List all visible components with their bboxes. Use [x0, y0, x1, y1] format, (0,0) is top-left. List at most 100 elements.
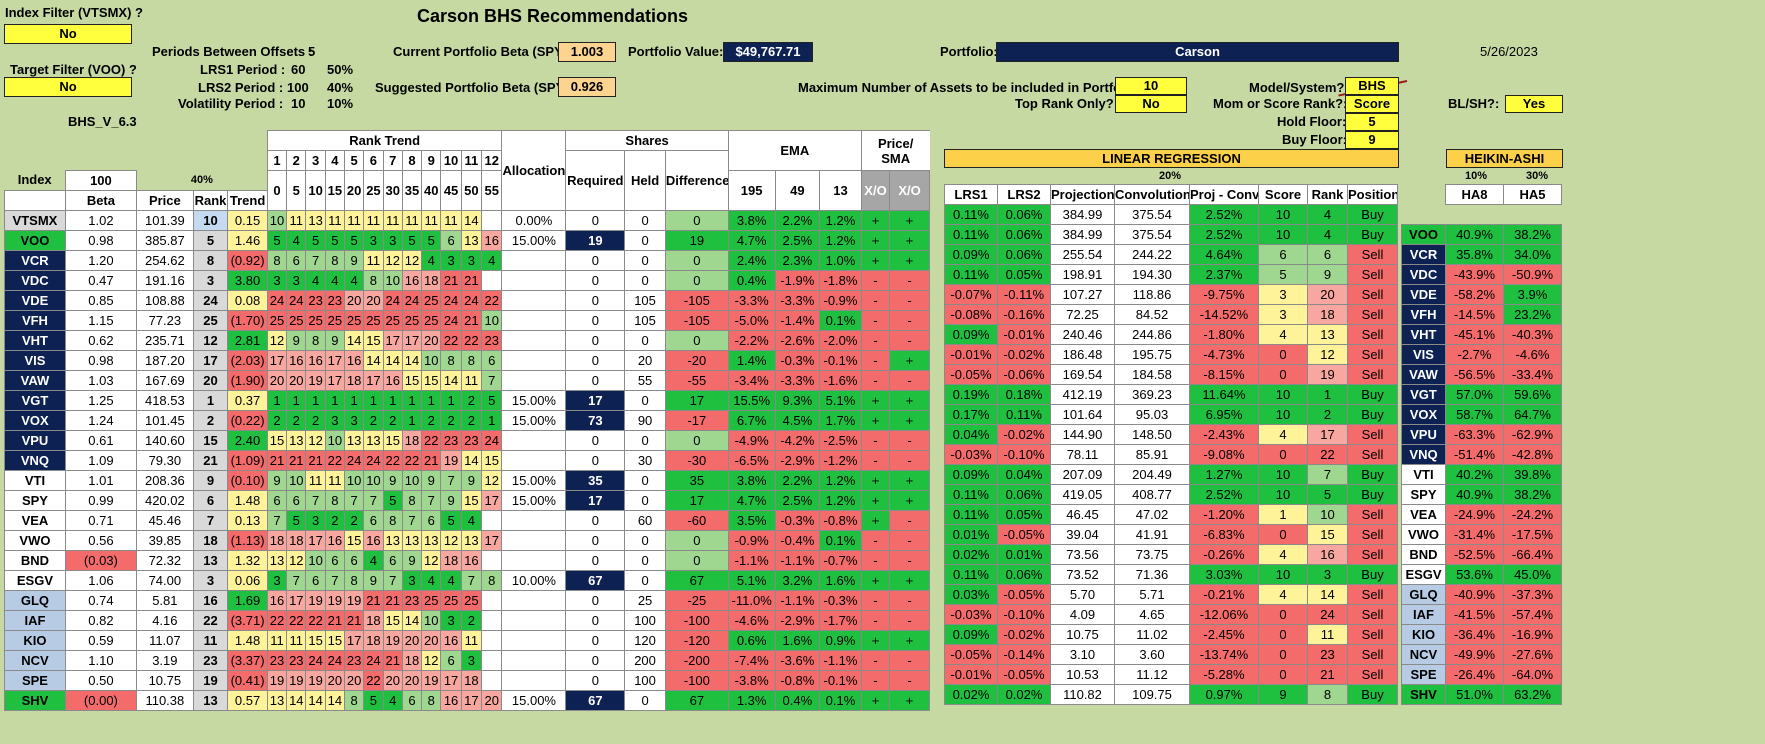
- ha-row[interactable]: VNQ -51.4% -42.8%: [1401, 444, 1562, 465]
- ha-row[interactable]: VHT -45.1% -40.3%: [1401, 324, 1562, 345]
- ha-row[interactable]: IAF -41.5% -57.4%: [1401, 604, 1562, 625]
- lr-row[interactable]: 0.09% -0.02% 10.75 11.02 -2.45% 0 11 Sell: [944, 624, 1398, 645]
- ha-ticker-cell[interactable]: NCV: [1401, 644, 1446, 665]
- lr-row[interactable]: -0.07% -0.11% 107.27 118.86 -9.75% 3 20 Sell: [944, 284, 1398, 305]
- ha-ticker-cell[interactable]: VDE: [1401, 284, 1446, 305]
- ticker-cell[interactable]: VGT: [4, 390, 66, 411]
- table-row[interactable]: NCV 1.10 3.19 23 (3.37) 23 23 24 24 23 24 21 18 12 6 3 0…: [4, 650, 930, 671]
- ticker-cell[interactable]: VIS: [4, 350, 66, 371]
- ha-row[interactable]: SHV 51.0% 63.2%: [1401, 684, 1562, 705]
- ha-ticker-cell[interactable]: SHV: [1401, 684, 1446, 705]
- lrs1-pct[interactable]: 50%: [327, 62, 354, 77]
- ticker-cell[interactable]: SPY: [4, 490, 66, 511]
- table-row[interactable]: VCR 1.20 254.62 8 (0.92) 8 6 7 8 9 11 12 12 4 3 3 4 0 0 0 2.…: [4, 250, 930, 271]
- table-row[interactable]: VIS 0.98 187.20 17 (2.03) 17 16 16 17 16 14 14 14 10 8…: [4, 350, 930, 371]
- ticker-cell[interactable]: SPE: [4, 670, 66, 691]
- lr-row[interactable]: 0.09% 0.04% 207.09 204.49 1.27% 10 7 Buy: [944, 464, 1398, 485]
- ha-ticker-cell[interactable]: VIS: [1401, 344, 1446, 365]
- ha-row[interactable]: VPU -63.3% -62.9%: [1401, 424, 1562, 445]
- ha-ticker-cell[interactable]: VTI: [1401, 464, 1446, 485]
- ha-row[interactable]: BND -52.5% -66.4%: [1401, 544, 1562, 565]
- lr-row[interactable]: -0.03% -0.10% 4.09 4.65 -12.06% 0 24 Sell: [944, 604, 1398, 625]
- ticker-cell[interactable]: VFH: [4, 310, 66, 331]
- ha-ticker-cell[interactable]: VEA: [1401, 504, 1446, 525]
- ha-row[interactable]: SPE -26.4% -64.0%: [1401, 664, 1562, 685]
- lr-row[interactable]: 0.19% 0.18% 412.19 369.23 11.64% 10 1 Buy: [944, 384, 1398, 405]
- ha-ticker-cell[interactable]: VFH: [1401, 304, 1446, 325]
- table-row[interactable]: IAF 0.82 4.16 22 (3.71) 22 22 22 21 21 18 15 14 10 3 2 0…: [4, 610, 930, 631]
- lr-row[interactable]: 0.02% 0.02% 110.82 109.75 0.97% 9 8 Buy: [944, 684, 1398, 705]
- ha-ticker-cell[interactable]: BND: [1401, 544, 1446, 565]
- table-row[interactable]: VDE 0.85 108.88 24 0.08 24 24 23 23 20 20 24 24 25 24 2…: [4, 290, 930, 311]
- vol-pct[interactable]: 10%: [327, 96, 354, 111]
- ha-row[interactable]: VWO -31.4% -17.5%: [1401, 524, 1562, 545]
- ticker-cell[interactable]: VOX: [4, 410, 66, 431]
- ha-row[interactable]: VDE -58.2% 3.9%: [1401, 284, 1562, 305]
- target-filter-input[interactable]: No: [4, 77, 132, 97]
- ha-ticker-cell[interactable]: ESGV: [1401, 564, 1446, 585]
- table-row[interactable]: VAW 1.03 167.69 20 (1.90) 20 20 19 17 18 17 16 15 15 1…: [4, 370, 930, 391]
- table-row[interactable]: VNQ 1.09 79.30 21 (1.09) 21 21 21 22 24 24 22 22 21 19…: [4, 450, 930, 471]
- table-row[interactable]: VOX 1.24 101.45 2 (0.22) 2 2 2 3 3 2 2 1 2 2 2 1 15.00% 73…: [4, 410, 930, 431]
- lr-row[interactable]: 0.03% -0.05% 5.70 5.71 -0.21% 4 14 Sell: [944, 584, 1398, 605]
- ha-ticker-cell[interactable]: SPY: [1401, 484, 1446, 505]
- lr-row[interactable]: -0.01% -0.02% 186.48 195.75 -4.73% 0 12 Sell: [944, 344, 1398, 365]
- ticker-cell[interactable]: VNQ: [4, 450, 66, 471]
- lr-row[interactable]: 0.11% 0.06% 384.99 375.54 2.52% 10 4 Buy: [944, 224, 1398, 245]
- table-row[interactable]: VTSMX 1.02 101.39 10 0.15 10 11 13 11 11 11 11 11 11 1…: [4, 210, 930, 231]
- lr-row[interactable]: 0.01% -0.05% 39.04 41.91 -6.83% 0 15 Sell: [944, 524, 1398, 545]
- vol-value[interactable]: 10: [291, 96, 306, 111]
- ticker-cell[interactable]: BND: [4, 550, 66, 571]
- lrs2-pct[interactable]: 40%: [327, 80, 354, 95]
- table-row[interactable]: VFH 1.15 77.23 25 (1.70) 25 25 25 25 25 25 25 25 25 24…: [4, 310, 930, 331]
- ha-row[interactable]: VEA -24.9% -24.2%: [1401, 504, 1562, 525]
- ticker-cell[interactable]: VCR: [4, 250, 66, 271]
- lr-row[interactable]: 0.11% 0.06% 384.99 375.54 2.52% 10 4 Buy: [944, 204, 1398, 225]
- table-row[interactable]: VEA 0.71 45.46 7 0.13 7 5 3 2 2 6 8 7 6 5 4 0 60 -60 3.5% -0…: [4, 510, 930, 531]
- table-row[interactable]: SPE 0.50 10.75 19 (0.41) 19 19 19 20 20 22 20 20 19 17…: [4, 670, 930, 691]
- ha-ticker-cell[interactable]: VPU: [1401, 424, 1446, 445]
- ha-ticker-cell[interactable]: SPE: [1401, 664, 1446, 685]
- mom-input[interactable]: Score: [1345, 95, 1399, 113]
- table-row[interactable]: VHT 0.62 235.71 12 2.81 12 9 8 9 14 15 17 17 20 22 22 23…: [4, 330, 930, 351]
- lr-row[interactable]: 0.11% 0.05% 46.45 47.02 -1.20% 1 10 Sell: [944, 504, 1398, 525]
- ticker-cell[interactable]: VHT: [4, 330, 66, 351]
- lr-row[interactable]: -0.05% -0.14% 3.10 3.60 -13.74% 0 23 Sell: [944, 644, 1398, 665]
- table-row[interactable]: SPY 0.99 420.02 6 1.48 6 6 7 8 7 7 5 8 7 9 15 17 15.00% 17…: [4, 490, 930, 511]
- ha-row[interactable]: VCR 35.8% 34.0%: [1401, 244, 1562, 265]
- hold-floor-input[interactable]: 5: [1345, 113, 1399, 131]
- lrs2-value[interactable]: 100: [287, 80, 309, 95]
- ha-ticker-cell[interactable]: VOO: [1401, 224, 1446, 245]
- ticker-cell[interactable]: VDC: [4, 270, 66, 291]
- ha-ticker-cell[interactable]: VCR: [1401, 244, 1446, 265]
- index-filter-input[interactable]: No: [4, 24, 132, 44]
- ha-row[interactable]: VIS -2.7% -4.6%: [1401, 344, 1562, 365]
- lr-row[interactable]: -0.05% -0.06% 169.54 184.58 -8.15% 0 19 Sell: [944, 364, 1398, 385]
- table-row[interactable]: VWO 0.56 39.85 18 (1.13) 18 18 17 16 15 16 13 13 13 12…: [4, 530, 930, 551]
- lr-row[interactable]: 0.11% 0.06% 73.52 71.36 3.03% 10 3 Buy: [944, 564, 1398, 585]
- ha-ticker-cell[interactable]: VDC: [1401, 264, 1446, 285]
- lr-row[interactable]: 0.17% 0.11% 101.64 95.03 6.95% 10 2 Buy: [944, 404, 1398, 425]
- ha-ticker-cell[interactable]: VOX: [1401, 404, 1446, 425]
- ticker-cell[interactable]: GLQ: [4, 590, 66, 611]
- lrs1-value[interactable]: 60: [291, 62, 306, 77]
- ticker-cell[interactable]: VPU: [4, 430, 66, 451]
- table-row[interactable]: VGT 1.25 418.53 1 0.37 1 1 1 1 1 1 1 1 1 1 2 5 15.00% 17 0 1…: [4, 390, 930, 411]
- ticker-cell[interactable]: VTSMX: [4, 210, 66, 231]
- lr-row[interactable]: 0.11% 0.05% 198.91 194.30 2.37% 5 9 Sell: [944, 264, 1398, 285]
- ha-row[interactable]: VGT 57.0% 59.6%: [1401, 384, 1562, 405]
- table-row[interactable]: ESGV 1.06 74.00 3 0.06 3 7 6 7 8 9 7 3 4 4 7 8 10.00% 67 0 6…: [4, 570, 930, 591]
- ticker-cell[interactable]: NCV: [4, 650, 66, 671]
- table-row[interactable]: VTI 1.01 208.36 9 (0.10) 9 10 11 11 10 10 9 10 9 7 9 12 1…: [4, 470, 930, 491]
- ha-row[interactable]: VOX 58.7% 64.7%: [1401, 404, 1562, 425]
- ha-ticker-cell[interactable]: VGT: [1401, 384, 1446, 405]
- ha-row[interactable]: NCV -49.9% -27.6%: [1401, 644, 1562, 665]
- lr-row[interactable]: 0.09% 0.06% 255.54 244.22 4.64% 6 6 Sell: [944, 244, 1398, 265]
- buy-floor-input[interactable]: 9: [1345, 131, 1399, 149]
- ha-row[interactable]: SPY 40.9% 38.2%: [1401, 484, 1562, 505]
- ha-ticker-cell[interactable]: VNQ: [1401, 444, 1446, 465]
- ticker-cell[interactable]: IAF: [4, 610, 66, 631]
- ticker-cell[interactable]: VEA: [4, 510, 66, 531]
- ha-row[interactable]: [1402, 205, 1562, 225]
- ticker-cell[interactable]: KIO: [4, 630, 66, 651]
